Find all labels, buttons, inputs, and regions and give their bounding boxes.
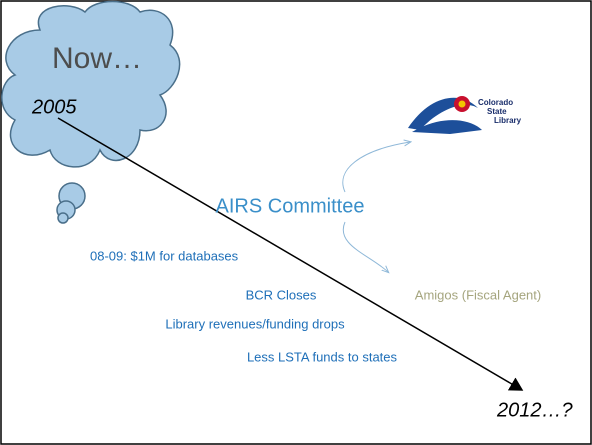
- thought-bubble: [57, 212, 69, 224]
- connector-arrow: [342, 221, 388, 272]
- event: 08-09: $1M for databases: [90, 248, 239, 263]
- end-year: 2012…?: [496, 399, 573, 421]
- logo-text: State: [487, 107, 507, 116]
- timeline-arrow: [57, 117, 524, 391]
- connector-arrow: [342, 142, 410, 193]
- logo: Colorado State Library: [408, 96, 522, 134]
- slide-title: Now…: [52, 42, 142, 75]
- logo-text: Library: [494, 116, 522, 125]
- committee: AIRS Committee: [216, 195, 365, 217]
- event: Less LSTA funds to states: [247, 349, 398, 364]
- event: BCR Closes: [246, 287, 317, 302]
- logo-text: Colorado: [478, 98, 513, 107]
- thought-cloud: [1, 0, 181, 168]
- start-year: 2005: [31, 96, 77, 118]
- event: Library revenues/funding drops: [165, 316, 345, 331]
- fiscal-agent: Amigos (Fiscal Agent): [415, 287, 541, 302]
